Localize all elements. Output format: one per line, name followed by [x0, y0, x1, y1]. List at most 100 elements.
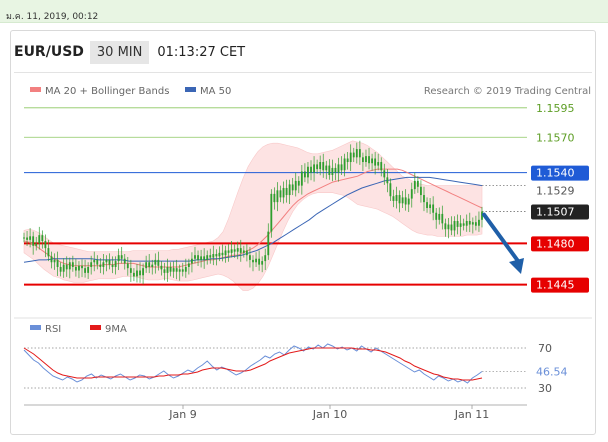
candle-body: [142, 268, 144, 276]
candle-body: [154, 259, 157, 265]
date-bar: ม.ค. 11, 2019, 00:12: [0, 0, 608, 23]
candle-body: [169, 266, 172, 272]
candle-body: [300, 171, 303, 186]
candle-body: [349, 152, 352, 163]
candle-body: [471, 222, 474, 225]
candle-body: [129, 268, 132, 273]
candle-body: [93, 259, 96, 263]
candle-body: [65, 264, 68, 270]
forecast-arrow: [482, 212, 524, 274]
legend: Research © 2019 Trading Central MA 20 + B…: [30, 86, 591, 97]
candle-body: [41, 235, 44, 242]
candle-body: [368, 156, 370, 164]
candle-body: [459, 223, 462, 227]
candle-body: [334, 167, 337, 173]
rsi-panel: RSI 9MA 70 30 46.54: [14, 317, 592, 395]
chart-header: EUR/USD 30 MIN 01:13:27 CET: [14, 38, 245, 66]
candle-body: [340, 164, 343, 171]
candle-body: [279, 190, 282, 198]
bollinger-bands: [23, 140, 483, 291]
level-tag-bg: [531, 165, 589, 181]
candle-body: [423, 195, 425, 203]
candle-body: [276, 190, 279, 203]
candle-body: [157, 259, 160, 266]
candle-body: [398, 195, 401, 204]
bollinger-band-area: [23, 140, 483, 291]
candle-body: [456, 220, 459, 227]
candle-body: [184, 266, 187, 272]
candle-body: [133, 272, 135, 277]
rsi-tick-70: 70: [538, 342, 552, 355]
candle-body: [224, 250, 227, 256]
candle-body: [32, 236, 35, 246]
candle-body: [230, 249, 233, 253]
candle-body: [389, 183, 392, 197]
candle-body: [450, 224, 453, 231]
candle-body: [426, 202, 428, 209]
clock-label: 01:13:27 CET: [157, 44, 246, 60]
candle-body: [120, 255, 123, 259]
candle-body: [181, 269, 184, 272]
x-axis: Jan 9 Jan 10 Jan 11: [24, 404, 527, 421]
candle-body: [474, 222, 477, 226]
candle-body: [87, 266, 90, 273]
level-tag-1.1445: 1.1445: [536, 279, 575, 292]
arrow-head: [509, 258, 524, 274]
candle-body: [462, 223, 465, 226]
candle-body: [74, 266, 77, 271]
level-tag-1.1570: 1.1570: [536, 131, 575, 144]
rsi-last-value: 46.54: [536, 365, 568, 378]
arrow-shaft: [482, 212, 520, 263]
candle-body: [117, 255, 120, 262]
level-tag-bg: [531, 277, 589, 293]
candle-body: [166, 266, 169, 273]
candle-body: [325, 165, 328, 171]
candle-body: [331, 167, 334, 176]
candle-body: [337, 164, 340, 173]
candle-body: [352, 152, 355, 158]
candle-body: [53, 259, 56, 263]
candle-body: [453, 220, 456, 231]
candle-body: [23, 237, 25, 239]
candle-body: [242, 250, 245, 253]
rsi-legend-swatch: [90, 325, 101, 330]
candle-body: [282, 187, 285, 198]
candle-body: [178, 269, 181, 272]
candle-body: [410, 189, 413, 199]
candle-body: [294, 180, 297, 191]
candle-body: [468, 220, 471, 225]
symbol-label: EUR/USD: [14, 44, 84, 60]
candle-body: [145, 262, 148, 269]
candle-body: [319, 162, 322, 170]
candle-body: [212, 254, 215, 258]
candle-body: [221, 252, 224, 256]
candle-body: [316, 164, 319, 170]
candle-body: [160, 265, 163, 270]
candle-body: [270, 193, 273, 232]
candle-body: [163, 269, 166, 273]
timeframe-button[interactable]: 30 MIN: [89, 40, 150, 64]
candle-body: [481, 211, 483, 220]
candle-body: [245, 250, 248, 256]
candle-body: [429, 204, 432, 209]
candle-body: [435, 212, 438, 220]
candle-body: [355, 149, 358, 158]
candle-body: [29, 236, 32, 240]
candle-body: [227, 250, 230, 253]
candle-body: [261, 261, 264, 265]
candle-body: [99, 264, 102, 267]
candle-body: [148, 262, 151, 267]
candle-body: [84, 268, 86, 273]
candle-body: [264, 255, 267, 262]
candle-body: [267, 231, 270, 256]
candle-body: [322, 162, 325, 171]
candle-body: [175, 268, 178, 272]
candle-body: [96, 259, 99, 265]
candle-body: [371, 158, 373, 164]
candle-body: [236, 248, 239, 252]
header-divider: [14, 72, 592, 73]
candle-body: [313, 164, 315, 173]
candle-body: [297, 180, 300, 186]
candle-body: [377, 162, 380, 166]
